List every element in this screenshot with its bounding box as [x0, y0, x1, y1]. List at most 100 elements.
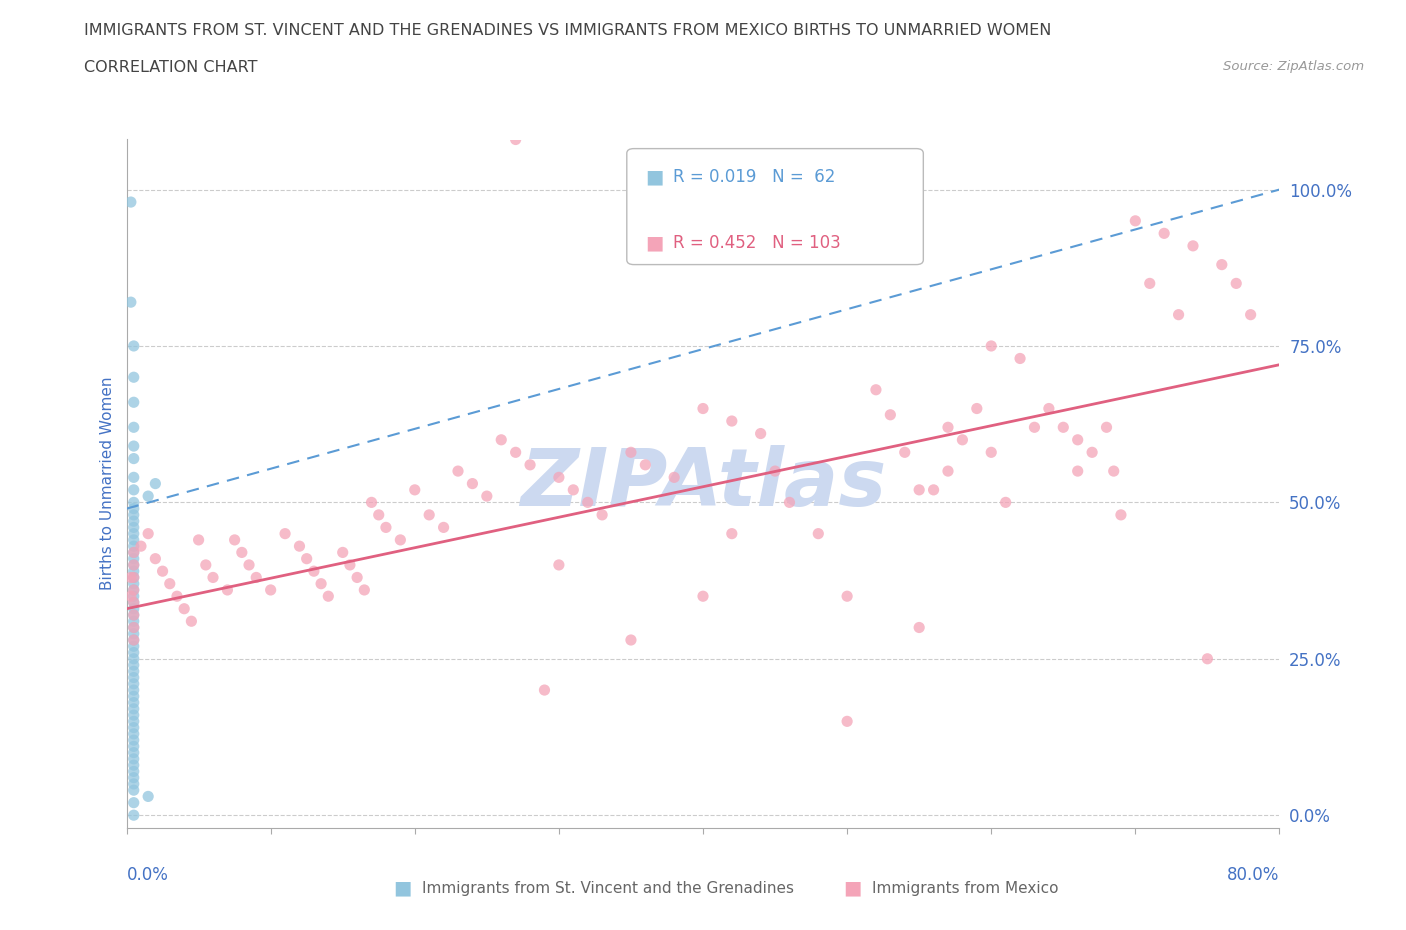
Text: 0.0%: 0.0%: [127, 866, 169, 884]
Point: [122, 602, 145, 617]
Point: [374, 520, 398, 535]
Point: [122, 339, 145, 353]
Point: [122, 607, 145, 622]
Point: [1167, 307, 1189, 322]
Point: [122, 577, 145, 591]
Point: [692, 401, 714, 416]
Point: [122, 726, 145, 741]
Point: [389, 533, 412, 548]
Point: [779, 495, 801, 510]
Point: [404, 483, 426, 498]
Point: [1102, 464, 1125, 479]
Point: [122, 557, 145, 572]
Point: [259, 582, 281, 597]
Point: [122, 551, 145, 566]
Text: Source: ZipAtlas.com: Source: ZipAtlas.com: [1223, 60, 1364, 73]
Point: [224, 533, 246, 548]
Text: R = 0.452   N = 103: R = 0.452 N = 103: [673, 234, 841, 252]
Text: Immigrants from St. Vincent and the Grenadines: Immigrants from St. Vincent and the Gren…: [422, 881, 794, 896]
Point: [489, 432, 512, 447]
Point: [122, 395, 145, 410]
Point: [1038, 401, 1060, 416]
Point: [353, 582, 375, 597]
Point: [835, 714, 858, 729]
Point: [217, 582, 239, 597]
Point: [122, 501, 145, 516]
Point: [505, 445, 527, 459]
Point: [122, 708, 145, 723]
Point: [122, 545, 145, 560]
Point: [763, 464, 786, 479]
Point: [122, 645, 145, 660]
Point: [922, 483, 945, 498]
Point: [122, 570, 145, 585]
Point: [720, 526, 742, 541]
Point: [122, 632, 145, 647]
Point: [122, 470, 145, 485]
Point: [461, 476, 484, 491]
Point: [145, 551, 166, 566]
Point: [122, 758, 145, 773]
Point: [120, 295, 142, 310]
Point: [475, 488, 498, 503]
Point: [720, 414, 742, 429]
Point: [980, 339, 1002, 353]
Point: [634, 458, 657, 472]
Point: [288, 538, 311, 553]
Point: [122, 582, 145, 597]
Point: [122, 520, 145, 535]
Point: [936, 419, 959, 434]
Text: ■: ■: [645, 233, 664, 253]
Point: [1066, 432, 1088, 447]
Point: [1123, 213, 1146, 228]
Point: [122, 733, 145, 748]
Point: [591, 508, 613, 523]
Point: [418, 508, 440, 523]
Point: [122, 370, 145, 385]
Point: [122, 557, 145, 572]
Point: [894, 445, 917, 459]
Text: 80.0%: 80.0%: [1227, 866, 1279, 884]
Point: [1225, 276, 1247, 291]
Point: [173, 602, 195, 617]
Point: [122, 582, 145, 597]
Point: [122, 720, 145, 735]
Point: [360, 495, 382, 510]
Point: [548, 557, 571, 572]
Point: [245, 570, 267, 585]
Point: [122, 595, 145, 610]
Point: [274, 526, 297, 541]
Point: [994, 495, 1017, 510]
Point: [122, 777, 145, 791]
Point: [120, 570, 142, 585]
Point: [122, 513, 145, 528]
Point: [231, 545, 253, 560]
Point: [980, 445, 1002, 459]
Point: [339, 557, 361, 572]
Point: [519, 458, 541, 472]
Point: [122, 651, 145, 666]
Point: [122, 689, 145, 704]
Point: [122, 419, 145, 434]
Point: [122, 658, 145, 672]
Point: [159, 577, 181, 591]
Point: [865, 382, 887, 397]
Point: [202, 570, 225, 585]
Point: [120, 589, 142, 604]
Point: [576, 495, 599, 510]
Point: [562, 483, 585, 498]
Point: [447, 464, 470, 479]
Point: [122, 783, 145, 798]
Point: [346, 570, 368, 585]
Point: [1139, 276, 1161, 291]
Point: [122, 589, 145, 604]
Point: [166, 589, 188, 604]
Point: [950, 432, 973, 447]
Point: [122, 620, 145, 635]
Point: [1066, 464, 1088, 479]
Point: [145, 476, 166, 491]
Point: [122, 538, 145, 553]
Point: [122, 701, 145, 716]
Point: [238, 557, 260, 572]
Point: [152, 564, 174, 578]
